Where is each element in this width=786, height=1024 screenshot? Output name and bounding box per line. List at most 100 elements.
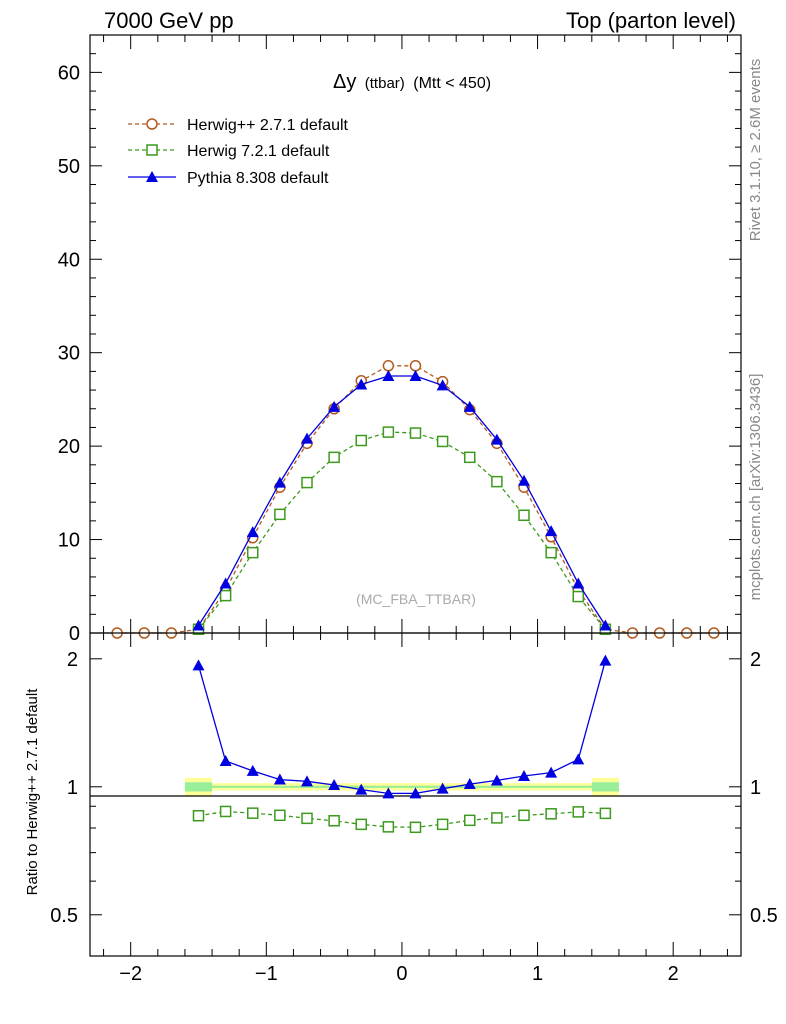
legend-marker-pythia — [146, 171, 158, 182]
data-point — [247, 546, 259, 559]
ratio-point — [328, 815, 340, 827]
data-point — [328, 400, 341, 412]
ratio-point — [355, 818, 367, 831]
title-cut: (Mtt < 450) — [413, 75, 491, 92]
data-point — [545, 546, 557, 559]
ratio-y-tick-label: 2 — [67, 649, 78, 671]
ratio-point — [490, 774, 503, 786]
legend-marker-herwig7 — [146, 144, 158, 156]
ratio-line-0 — [198, 810, 606, 828]
ratio-point — [382, 821, 395, 833]
data-point — [273, 476, 286, 488]
data-point — [219, 589, 232, 602]
ratio-y-tick-labels: 0.5 0.5 1 1 2 2 — [50, 649, 778, 927]
y-tick-label: 40 — [58, 249, 80, 271]
ratio-y-axis-label: Ratio to Herwig++ 2.7.1 default — [24, 688, 41, 896]
ratio-point — [518, 809, 530, 822]
data-point — [274, 508, 286, 521]
ratio-point — [464, 814, 476, 827]
ratio-point — [491, 812, 503, 824]
ratio-point — [301, 775, 313, 787]
series-line-2 — [197, 375, 606, 626]
data-point — [246, 526, 259, 538]
series-line-0 — [117, 365, 714, 634]
legend-label-herwig7: Herwig 7.2.1 default — [187, 143, 330, 160]
ratio-point — [409, 821, 422, 834]
ratio-line-1 — [197, 660, 607, 795]
plot-title: Δy (ttbar) (Mtt < 450) — [333, 71, 491, 93]
ratio-panel: 0.5 0.5 1 1 2 2 −2 −1 0 1 2 Ratio to Herwig++ 2.7… — [24, 632, 778, 985]
data-point — [491, 475, 503, 488]
y-tick-label: 60 — [58, 62, 80, 84]
data-point — [301, 476, 313, 489]
ratio-y-tick-label: 1 — [67, 777, 78, 799]
data-point — [490, 433, 503, 445]
main-axis-ticks — [90, 34, 741, 634]
ratio-y-tick-label-right: 1 — [750, 777, 761, 799]
header-process: Top (parton level) — [566, 8, 736, 33]
ratio-point — [219, 805, 232, 818]
legend-entry-herwig7: Herwig 7.2.1 default — [128, 143, 330, 160]
ratio-point — [545, 766, 558, 778]
ratio-point — [192, 809, 205, 822]
ratio-y-tick-label: 0.5 — [50, 905, 78, 927]
band-green-edge — [591, 782, 619, 792]
title-small: (ttbar) — [365, 75, 405, 92]
band-green-edge — [184, 782, 213, 792]
data-point — [409, 370, 422, 382]
ratio-point — [273, 773, 286, 785]
data-point — [355, 434, 367, 447]
legend: Herwig++ 2.7.1 default Herwig 7.2.1 defa… — [128, 117, 349, 187]
ratio-y-tick-label-right: 0.5 — [750, 905, 778, 927]
data-point — [599, 619, 612, 631]
x-tick-labels: −2 −1 0 1 2 — [119, 963, 678, 985]
ratio-point — [247, 807, 259, 819]
ratio-point — [192, 659, 205, 671]
ratio-y-tick-label-right: 2 — [750, 649, 761, 671]
ratio-point — [436, 818, 449, 831]
data-point — [545, 525, 558, 537]
ratio-point — [274, 809, 286, 822]
data-point — [355, 378, 368, 390]
legend-label-pythia: Pythia 8.308 default — [187, 170, 329, 187]
data-point — [328, 451, 340, 464]
x-tick-label: 1 — [532, 963, 543, 985]
x-tick-label: 0 — [396, 963, 407, 985]
ratio-uncertainty-band — [184, 777, 619, 797]
legend-entry-pythia: Pythia 8.308 default — [128, 170, 329, 187]
y-tick-label: 20 — [58, 436, 80, 458]
ratio-frame — [89, 632, 742, 957]
ratio-point — [219, 754, 232, 766]
mcplots-label: mcplots.cern.ch [arXiv:1306.3436] — [747, 374, 764, 601]
y-tick-label: 50 — [58, 156, 80, 178]
ratio-point — [572, 806, 584, 818]
main-panel: 0 10 20 30 40 50 60 Δy (ttbar) (Mtt < 450) (MC… — [58, 34, 742, 645]
ratio-point — [301, 812, 313, 825]
data-point — [382, 370, 395, 382]
y-tick-label: 10 — [58, 530, 80, 552]
ratio-point — [382, 787, 395, 799]
data-point — [572, 577, 585, 589]
band-green — [184, 785, 619, 788]
legend-marker-herwigpp — [146, 118, 158, 130]
data-point — [219, 577, 232, 589]
series-line-1 — [197, 431, 606, 630]
ratio-point — [572, 753, 585, 765]
ratio-point — [328, 778, 341, 790]
data-point — [409, 360, 422, 372]
header-energy: 7000 GeV pp — [104, 8, 234, 33]
analysis-watermark: (MC_FBA_TTBAR) — [356, 591, 476, 607]
data-point — [382, 360, 395, 372]
data-point — [518, 474, 530, 486]
title-symbol: Δy — [333, 71, 356, 93]
ratio-point — [518, 770, 530, 782]
data-point — [382, 426, 395, 438]
ratio-axis-ticks — [90, 633, 741, 957]
rivet-version-label: Rivet 3.1.10, ≥ 2.6M events — [747, 59, 764, 242]
ratio-point — [545, 808, 557, 820]
data-point — [192, 619, 205, 631]
ratio-point — [463, 778, 476, 790]
y-tick-label: 30 — [58, 343, 80, 365]
data-point — [409, 427, 422, 439]
ratio-series — [192, 654, 612, 834]
